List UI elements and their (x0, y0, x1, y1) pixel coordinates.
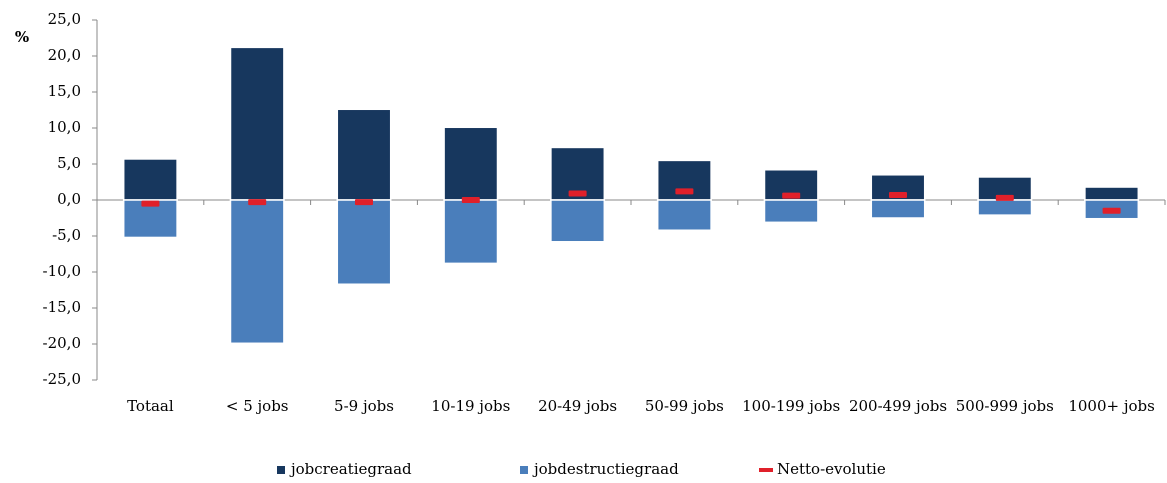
netto-marker (1102, 207, 1121, 214)
bar (1084, 186, 1140, 201)
x-tick-label: 500-999 jobs (955, 397, 1054, 415)
y-tick-label: -5,0 (52, 226, 81, 244)
netto-marker (141, 200, 160, 207)
bar (443, 126, 499, 201)
x-tick-label: 20-49 jobs (538, 397, 618, 415)
netto-marker (675, 188, 694, 195)
bar (336, 108, 392, 201)
x-tick-label: 100-199 jobs (742, 397, 841, 415)
bar (229, 199, 285, 345)
legend-label: jobcreatiegraad (289, 460, 412, 478)
bar (870, 199, 926, 219)
x-tick-label: 10-19 jobs (431, 397, 511, 415)
netto-marker (889, 191, 907, 198)
netto-marker (995, 194, 1014, 201)
y-tick-label: 25,0 (48, 10, 81, 28)
x-tick-label: 200-499 jobs (848, 397, 948, 415)
legend-label: jobdestructiegraad (532, 460, 679, 478)
y-tick-label: -20,0 (43, 334, 81, 352)
bar (763, 169, 819, 201)
x-tick-label: Totaal (127, 397, 174, 415)
netto-marker (461, 197, 480, 203)
y-tick-label: 15,0 (48, 82, 81, 100)
netto-marker (782, 192, 801, 199)
y-tick-label: -15,0 (43, 298, 81, 316)
netto-marker (568, 190, 587, 197)
bar (550, 199, 606, 243)
legend-swatch (759, 468, 773, 472)
bar (977, 199, 1033, 216)
y-tick-label: 10,0 (48, 118, 81, 136)
y-tick-label: -25,0 (43, 370, 81, 388)
bar (336, 199, 392, 285)
bar (229, 46, 285, 201)
y-tick-label: 0,0 (57, 190, 81, 208)
y-tick-label: -10,0 (43, 262, 81, 280)
legend-swatch (277, 466, 285, 474)
bar (656, 199, 712, 231)
x-tick-label: 1000+ jobs (1068, 397, 1155, 415)
legend-swatch (520, 466, 528, 474)
bar (122, 158, 178, 201)
bar (763, 199, 819, 224)
x-tick-label: 5-9 jobs (334, 397, 394, 415)
bar (443, 199, 499, 265)
y-tick-label: 5,0 (57, 154, 81, 172)
x-tick-label: < 5 jobs (225, 397, 289, 415)
y-axis-label: % (15, 28, 29, 46)
netto-marker (248, 199, 267, 206)
netto-marker (355, 199, 373, 206)
y-tick-label: 20,0 (48, 46, 81, 64)
legend-label: Netto-evolutie (777, 460, 886, 478)
x-tick-label: 50-99 jobs (644, 397, 724, 415)
